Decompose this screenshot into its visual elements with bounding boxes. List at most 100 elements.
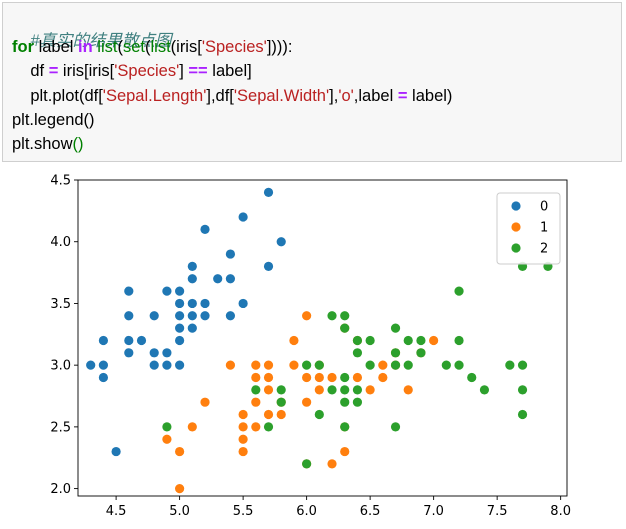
code-text: ],df[	[206, 87, 234, 105]
data-point-series-1	[200, 397, 210, 407]
code-text: ]	[179, 62, 189, 80]
data-point-series-2	[352, 385, 363, 395]
data-point-series-1	[238, 446, 248, 457]
code-comment: #真实的结果散点图	[30, 32, 172, 50]
data-point-series-1	[403, 385, 413, 395]
data-point-series-2	[390, 348, 401, 358]
legend-marker	[511, 243, 521, 253]
data-point-series-1	[251, 372, 261, 383]
y-tick-label: 3.5	[50, 297, 71, 312]
data-point-series-2	[467, 372, 477, 383]
x-tick-label: 7.5	[487, 504, 508, 519]
data-point-series-2	[340, 311, 350, 321]
code-text: plt.show	[12, 135, 73, 153]
code-line-1: #真实的结果散点图	[12, 11, 172, 71]
data-point-series-2	[314, 409, 324, 420]
data-point-series-0	[238, 298, 248, 309]
data-point-series-1	[302, 311, 312, 321]
plot-area	[77, 179, 568, 497]
legend-marker	[511, 201, 521, 211]
data-point-series-0	[175, 360, 185, 370]
data-point-series-2	[251, 385, 261, 395]
data-point-series-1	[225, 360, 236, 370]
code-line-6: plt.show()	[12, 134, 84, 154]
code-text: (	[117, 38, 123, 56]
data-point-series-2	[352, 335, 363, 346]
x-tick-label: 6.0	[296, 504, 317, 519]
builtin-list: list	[150, 38, 171, 56]
string-literal: 'Species'	[114, 62, 180, 80]
data-point-series-0	[175, 286, 185, 296]
data-point-series-1	[263, 409, 274, 420]
data-point-series-2	[340, 397, 350, 407]
data-point-series-1	[251, 360, 261, 370]
data-point-series-1	[175, 483, 185, 494]
data-point-series-0	[162, 360, 172, 370]
data-point-series-0	[225, 274, 236, 284]
data-point-series-0	[225, 311, 236, 321]
data-point-series-0	[187, 311, 197, 321]
data-point-series-1	[327, 372, 337, 383]
data-point-series-0	[149, 311, 159, 321]
string-literal: 'Sepal.Width'	[233, 87, 330, 105]
code-text: iris[iris[	[58, 62, 115, 80]
y-tick-label: 3.0	[50, 359, 71, 374]
code-line-5: plt.legend()	[12, 110, 95, 130]
data-point-series-0	[187, 261, 197, 272]
data-point-series-1	[276, 409, 286, 420]
data-point-series-0	[263, 187, 274, 197]
data-point-series-2	[517, 385, 528, 395]
legend: 0 1 2	[496, 192, 561, 265]
operator: ==	[188, 62, 208, 80]
code-text: plt.legend()	[12, 111, 95, 129]
code-text: ,label	[353, 87, 398, 105]
data-point-series-2	[441, 360, 451, 370]
code-cell[interactable]: #真实的结果散点图 for label in list(set(list(iri…	[2, 2, 622, 162]
data-point-series-0	[86, 360, 96, 370]
data-point-series-2	[390, 422, 401, 432]
data-point-series-0	[124, 348, 134, 358]
data-point-series-0	[200, 224, 210, 234]
data-point-series-0	[124, 286, 134, 296]
data-point-series-1	[251, 422, 261, 432]
data-point-series-2	[276, 397, 286, 407]
data-point-series-0	[162, 286, 172, 296]
data-point-series-0	[124, 335, 134, 346]
data-point-series-2	[365, 335, 375, 346]
data-point-series-2	[352, 348, 363, 358]
data-point-series-0	[200, 311, 210, 321]
data-point-series-0	[200, 298, 210, 309]
data-point-series-1	[251, 397, 261, 407]
data-point-series-1	[263, 360, 274, 370]
data-point-series-0	[175, 323, 185, 333]
x-tick-label: 6.5	[360, 504, 381, 519]
data-point-series-1	[238, 434, 248, 444]
data-point-series-2	[505, 360, 515, 370]
data-point-series-1	[162, 434, 172, 444]
code-text: label]	[207, 62, 252, 80]
code-text: df	[12, 62, 49, 80]
code-line-2: for label in list(set(list(iris['Species…	[12, 37, 293, 57]
data-point-series-2	[327, 385, 337, 395]
data-point-series-1	[289, 335, 299, 346]
data-point-series-2	[365, 360, 375, 370]
data-point-series-1	[327, 459, 337, 469]
data-point-series-1	[238, 422, 248, 432]
data-point-series-0	[175, 335, 185, 346]
code-text: :	[287, 38, 293, 56]
data-point-series-1	[238, 409, 248, 420]
string-literal: 'Species'	[201, 38, 267, 56]
data-point-series-0	[136, 335, 147, 346]
x-tick-label: 5.5	[233, 504, 254, 519]
data-point-series-2	[454, 286, 464, 296]
code-text: (iris[	[170, 38, 202, 56]
data-point-series-2	[416, 348, 426, 358]
data-point-series-2	[340, 385, 350, 395]
data-point-series-2	[454, 360, 464, 370]
data-point-series-0	[98, 335, 109, 346]
x-tick-label: 7.0	[423, 504, 444, 519]
data-point-series-1	[302, 397, 312, 407]
data-point-series-1	[378, 372, 388, 383]
data-point-series-2	[314, 360, 324, 370]
data-point-series-2	[517, 360, 528, 370]
